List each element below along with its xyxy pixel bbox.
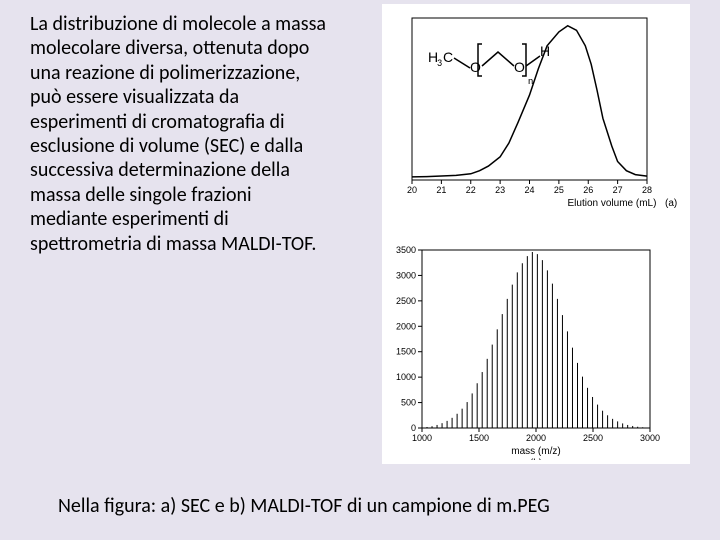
svg-text:3500: 3500 xyxy=(396,245,416,255)
svg-text:2500: 2500 xyxy=(583,433,603,443)
svg-text:1000: 1000 xyxy=(412,433,432,443)
svg-text:1500: 1500 xyxy=(469,433,489,443)
svg-text:2500: 2500 xyxy=(396,296,416,306)
svg-text:21: 21 xyxy=(436,185,446,195)
svg-text:1000: 1000 xyxy=(396,372,416,382)
svg-text:(b): (b) xyxy=(530,458,542,460)
svg-text:22: 22 xyxy=(466,185,476,195)
svg-text:Elution volume (mL): Elution volume (mL) xyxy=(568,198,657,209)
panel-a-sec: H3COOHn202122232425262728Elution volume … xyxy=(382,4,690,226)
svg-text:25: 25 xyxy=(554,185,564,195)
figure-caption: Nella figura: a) SEC e b) MALDI-TOF di u… xyxy=(58,494,678,518)
svg-text:26: 26 xyxy=(583,185,593,195)
svg-text:500: 500 xyxy=(401,398,416,408)
svg-text:3: 3 xyxy=(437,56,442,69)
panel-b-maldi: 0 500 1000 1500 2000 2500 3000 3500 1000 1500 2000… xyxy=(382,236,690,460)
svg-text:1500: 1500 xyxy=(396,347,416,357)
svg-text:28: 28 xyxy=(642,185,652,195)
svg-text:3000: 3000 xyxy=(396,270,416,280)
body-text: La distribuzione di molecole a massa mol… xyxy=(30,12,332,256)
sec-chart: H3COOHn202122232425262728Elution volume … xyxy=(382,4,690,226)
svg-text:C: C xyxy=(443,49,453,65)
svg-text:2000: 2000 xyxy=(526,433,546,443)
svg-text:27: 27 xyxy=(613,185,623,195)
svg-text:2000: 2000 xyxy=(396,321,416,331)
svg-text:3000: 3000 xyxy=(640,433,660,443)
svg-text:mass (m/z): mass (m/z) xyxy=(511,446,560,457)
svg-text:24: 24 xyxy=(524,185,534,195)
svg-text:(a): (a) xyxy=(665,198,677,209)
svg-text:20: 20 xyxy=(407,185,417,195)
figure-area: H3COOHn202122232425262728Elution volume … xyxy=(382,4,690,464)
svg-text:23: 23 xyxy=(495,185,505,195)
svg-text:0: 0 xyxy=(411,423,416,433)
svg-text:O: O xyxy=(470,59,481,75)
maldi-chart: 0 500 1000 1500 2000 2500 3000 3500 1000 1500 2000… xyxy=(382,236,690,460)
svg-text:O: O xyxy=(514,59,525,75)
